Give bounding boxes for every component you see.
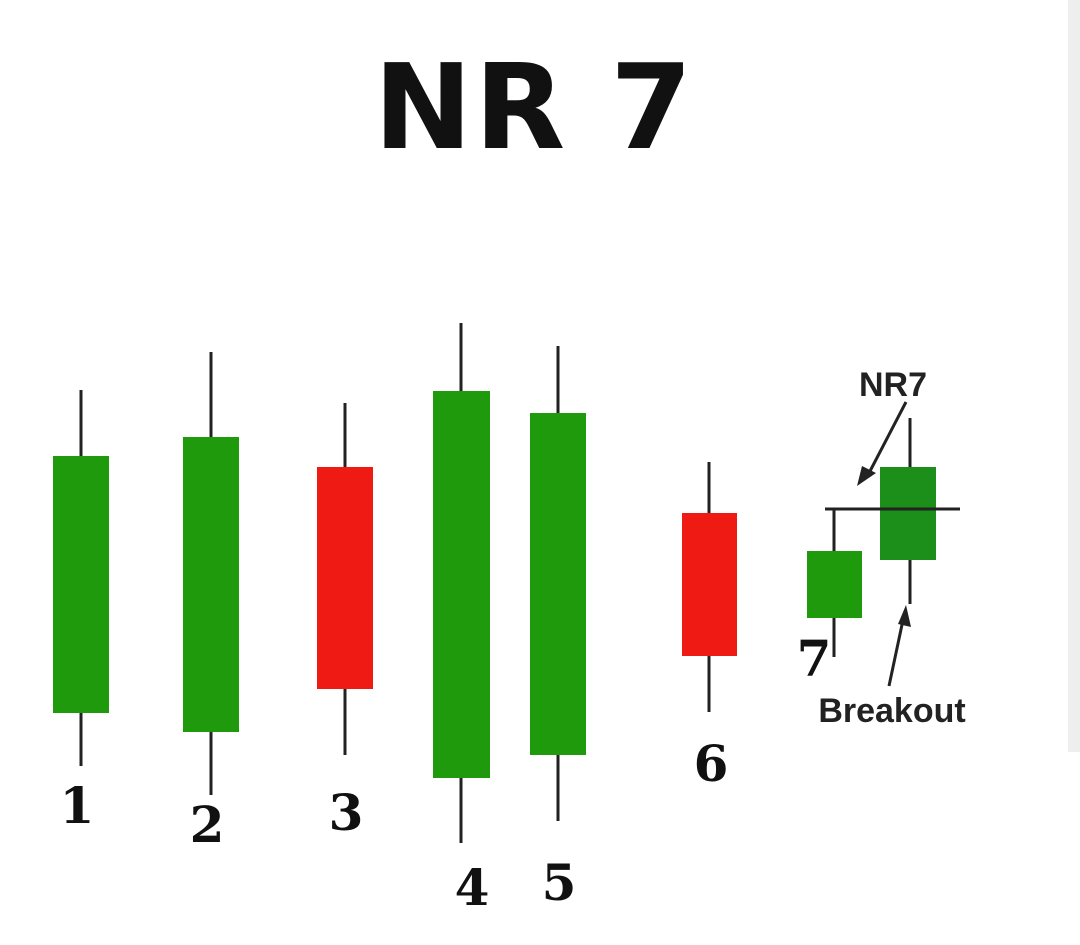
candle-7-body — [807, 551, 862, 618]
breakout-candle — [880, 418, 936, 604]
candle-2-body — [183, 437, 239, 732]
candle-3-label: 3 — [329, 783, 364, 842]
breakout-arrow — [887, 605, 911, 687]
candle-5-body — [530, 413, 586, 755]
breakout-candle-body — [880, 467, 936, 560]
candle-6-body — [682, 513, 737, 656]
candle-6-label: 6 — [694, 734, 729, 793]
breakout-annotation-label: Breakout — [818, 692, 965, 730]
candle-6: 6 — [682, 462, 737, 793]
candle-7-label: 7 — [797, 629, 832, 688]
candle-5: 5 — [530, 346, 586, 912]
candle-7: 7 — [797, 508, 862, 688]
nr7-annotation-label: NR7 — [859, 366, 927, 404]
page-title: NR 7 — [373, 38, 695, 176]
candle-4-body — [433, 391, 490, 778]
nr7-arrow — [857, 401, 908, 486]
candle-3: 3 — [317, 403, 373, 842]
right-edge-strip — [1068, 0, 1080, 752]
candle-1-label: 1 — [60, 776, 95, 835]
candle-3-body — [317, 467, 373, 689]
candle-1-body — [53, 456, 109, 713]
candle-2: 2 — [183, 352, 239, 854]
candle-5-label: 5 — [542, 853, 577, 912]
candle-4: 4 — [433, 323, 490, 917]
candle-1: 1 — [53, 390, 109, 835]
candle-4-label: 4 — [455, 858, 490, 917]
candle-2-label: 2 — [190, 795, 225, 854]
